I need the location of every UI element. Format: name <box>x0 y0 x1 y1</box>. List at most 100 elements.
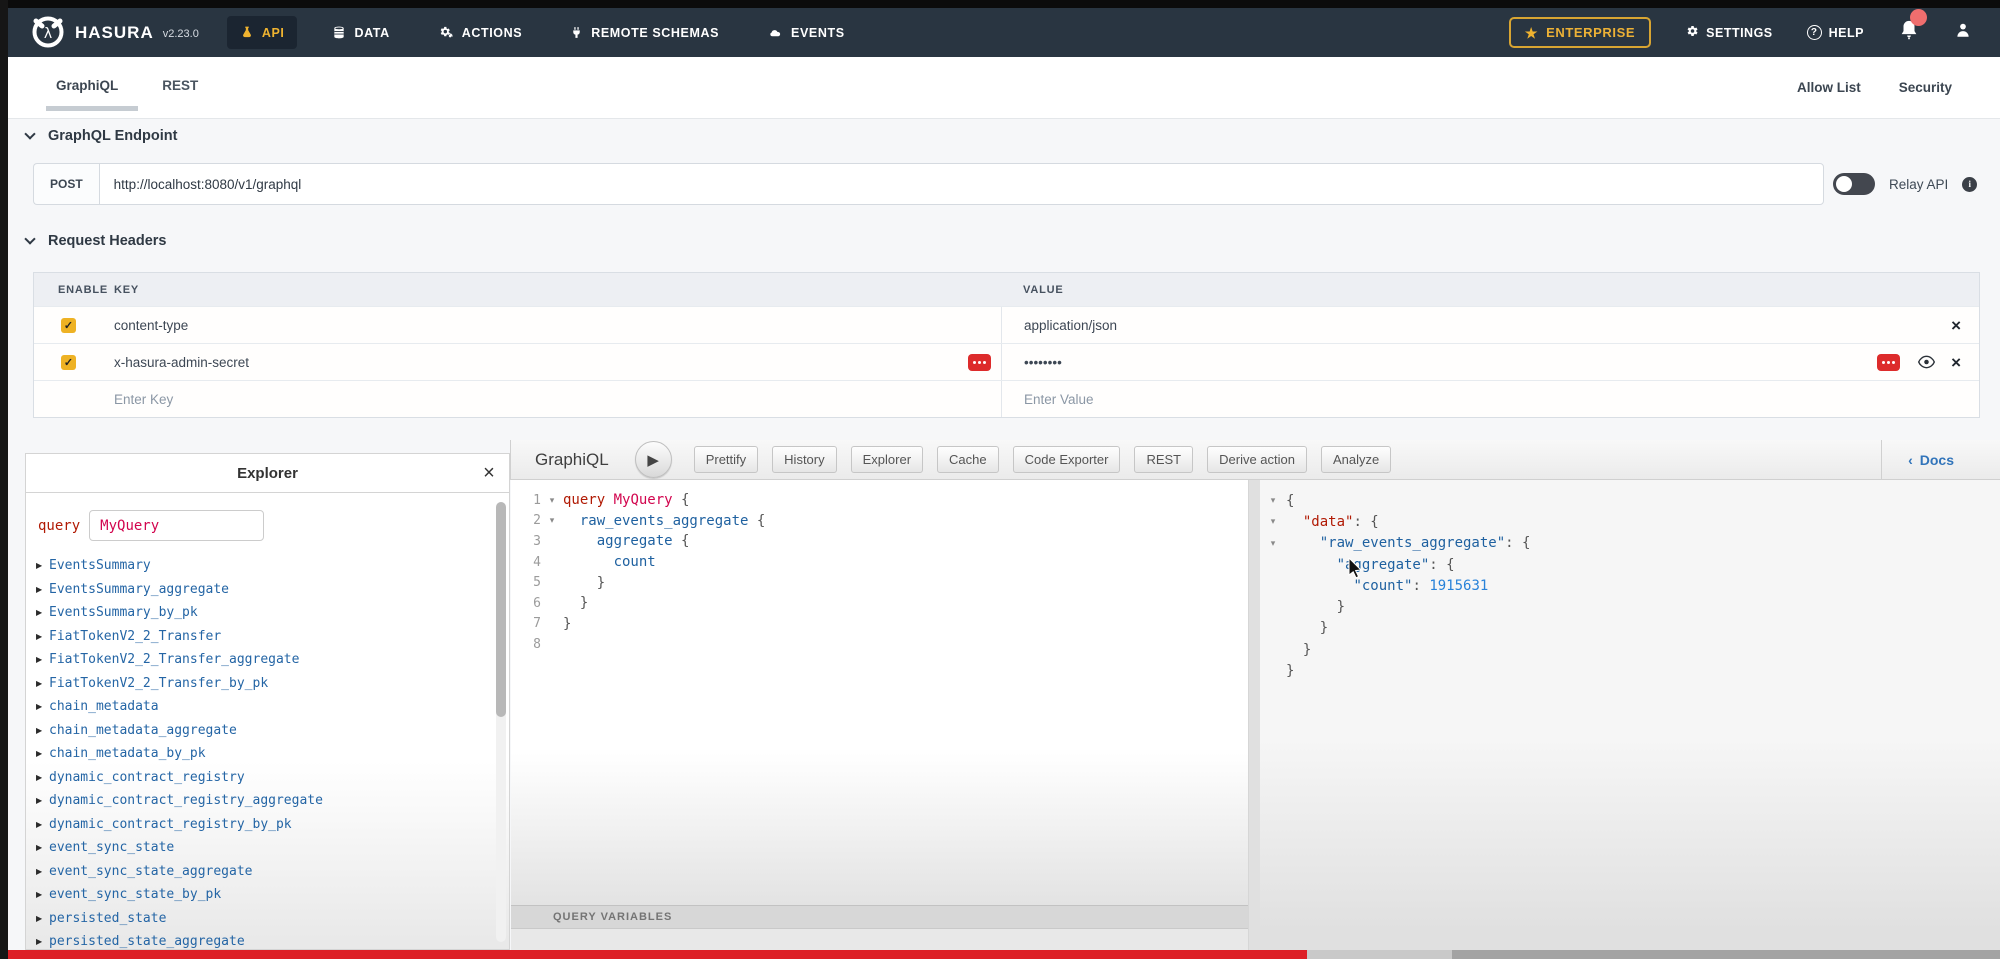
explorer-field[interactable]: ▶ dynamic_contract_registry_by_pk <box>26 813 509 837</box>
expand-arrow-icon[interactable]: ▶ <box>36 725 43 735</box>
cache-button[interactable]: Cache <box>937 446 999 473</box>
col-enable-header: ENABLE <box>58 283 109 296</box>
header-value-masked[interactable]: •••••••• <box>1024 354 1062 370</box>
query-editor[interactable]: 1 ▾ query MyQuery {2 ▾ raw_events_aggregate… <box>511 480 1248 950</box>
derive-action-button[interactable]: Derive action <box>1207 446 1307 473</box>
fold-arrow-icon[interactable]: ▾ <box>1270 495 1276 506</box>
tab-graphiql[interactable]: GraphiQL <box>46 58 138 117</box>
expand-arrow-icon[interactable]: ▶ <box>36 608 43 618</box>
nav-item-remote-schemas[interactable]: REMOTE SCHEMAS <box>557 16 732 49</box>
masked-icon[interactable] <box>968 353 991 371</box>
explorer-field[interactable]: ▶ FiatTokenV2_2_Transfer_by_pk <box>26 672 509 696</box>
hasura-brand[interactable]: λ HASURA v2.23.0 <box>30 15 199 51</box>
video-progress-bar[interactable] <box>8 950 2000 959</box>
code-text: } <box>1286 641 1312 658</box>
notifications-button[interactable] <box>1898 9 1927 47</box>
expand-arrow-icon[interactable]: ▶ <box>36 749 43 759</box>
remove-header-icon[interactable]: × <box>1951 315 1961 335</box>
tab-rest[interactable]: REST <box>158 58 202 117</box>
new-header-value-input[interactable] <box>1024 391 1915 407</box>
expand-arrow-icon[interactable]: ▶ <box>36 913 43 923</box>
nav-item-events[interactable]: EVENTS <box>754 17 858 49</box>
fold-arrow-icon[interactable]: ▾ <box>1270 516 1276 527</box>
explorer-field[interactable]: ▶ EventsSummary_by_pk <box>26 601 509 625</box>
close-icon[interactable]: × <box>483 461 495 484</box>
tab-allow-list[interactable]: Allow List <box>1796 80 1861 95</box>
explorer-button[interactable]: Explorer <box>850 446 924 473</box>
pane-divider[interactable] <box>1248 480 1260 950</box>
header-value[interactable]: application/json <box>1024 317 1118 333</box>
fold-arrow-icon[interactable]: ▾ <box>549 494 555 505</box>
headers-section-header[interactable]: Request Headers <box>24 233 166 249</box>
info-icon[interactable]: i <box>1962 176 1978 192</box>
query-name-input[interactable] <box>89 510 265 541</box>
tab-security[interactable]: Security <box>1898 80 1952 95</box>
expand-arrow-icon[interactable]: ▶ <box>36 561 43 571</box>
prettify-button[interactable]: Prettify <box>693 446 759 473</box>
expand-arrow-icon[interactable]: ▶ <box>36 843 43 853</box>
header-key[interactable]: x-hasura-admin-secret <box>114 354 250 370</box>
expand-arrow-icon[interactable]: ▶ <box>36 772 43 782</box>
relay-api-toggle[interactable] <box>1833 173 1875 195</box>
enable-checkbox[interactable]: ✓ <box>61 354 76 370</box>
expand-arrow-icon[interactable]: ▶ <box>36 890 43 900</box>
history-button[interactable]: History <box>772 446 837 473</box>
new-header-key-input[interactable] <box>114 391 948 407</box>
explorer-field[interactable]: ▶ EventsSummary_aggregate <box>26 578 509 602</box>
remove-header-icon[interactable]: × <box>1951 352 1961 372</box>
explorer-field[interactable]: ▶ chain_metadata_aggregate <box>26 719 509 743</box>
nav-item-actions[interactable]: ACTIONS <box>425 16 535 49</box>
settings-button[interactable]: SETTINGS <box>1685 24 1773 41</box>
explorer-field[interactable]: ▶ chain_metadata_by_pk <box>26 742 509 766</box>
fold-arrow-icon[interactable]: ▾ <box>1270 537 1276 548</box>
explorer-field[interactable]: ▶ FiatTokenV2_2_Transfer <box>26 625 509 649</box>
expand-arrow-icon[interactable]: ▶ <box>36 631 43 641</box>
explorer-field[interactable]: ▶ persisted_state <box>26 907 509 931</box>
execute-query-button[interactable]: ▶ <box>634 441 672 478</box>
notification-badge <box>1910 9 1927 26</box>
user-menu-button[interactable] <box>1954 20 1972 45</box>
endpoint-url-input[interactable] <box>98 163 1824 205</box>
expand-arrow-icon[interactable]: ▶ <box>36 819 43 829</box>
expand-arrow-icon[interactable]: ▶ <box>36 702 43 712</box>
code-line: } <box>1260 660 2000 681</box>
code-line: 2 ▾ raw_events_aggregate { <box>511 511 1248 532</box>
query-variables-bar[interactable]: QUERY VARIABLES <box>511 905 1248 929</box>
nav-item-api[interactable]: API <box>226 16 298 49</box>
explorer-field[interactable]: ▶ event_sync_state <box>26 836 509 860</box>
explorer-field[interactable]: ▶ event_sync_state_aggregate <box>26 860 509 884</box>
mouse-cursor <box>1348 556 1366 583</box>
expand-arrow-icon[interactable]: ▶ <box>36 866 43 876</box>
http-method-chip: POST <box>33 163 99 205</box>
scrollbar-thumb[interactable] <box>496 502 506 717</box>
code-exporter-button[interactable]: Code Exporter <box>1012 446 1121 473</box>
explorer-field[interactable]: ▶ EventsSummary <box>26 554 509 578</box>
query-variables-editor[interactable] <box>511 929 1248 950</box>
rest-button[interactable]: REST <box>1134 446 1194 473</box>
masked-icon[interactable] <box>1877 353 1901 371</box>
explorer-field[interactable]: ▶ event_sync_state_by_pk <box>26 883 509 907</box>
nav-item-data[interactable]: DATA <box>319 16 402 49</box>
expand-arrow-icon[interactable]: ▶ <box>36 796 43 806</box>
expand-arrow-icon[interactable]: ▶ <box>36 584 43 594</box>
explorer-field[interactable]: ▶ FiatTokenV2_2_Transfer_aggregate <box>26 648 509 672</box>
explorer-field[interactable]: ▶ chain_metadata <box>26 695 509 719</box>
code-text: } <box>563 615 572 632</box>
header-key[interactable]: content-type <box>114 317 189 333</box>
help-button[interactable]: ? HELP <box>1806 25 1864 40</box>
expand-arrow-icon[interactable]: ▶ <box>36 655 43 665</box>
enable-checkbox[interactable]: ✓ <box>61 317 76 333</box>
endpoint-section-header[interactable]: GraphQL Endpoint <box>24 128 177 144</box>
header-row-content-type: ✓ content-type application/json × <box>34 306 1979 343</box>
docs-button[interactable]: ‹ Docs <box>1881 440 1980 479</box>
fold-arrow-icon[interactable]: ▾ <box>549 515 555 526</box>
expand-arrow-icon[interactable]: ▶ <box>36 678 43 688</box>
enterprise-button[interactable]: ★ ENTERPRISE <box>1508 17 1652 48</box>
analyze-button[interactable]: Analyze <box>1321 446 1392 473</box>
explorer-field[interactable]: ▶ persisted_state_aggregate <box>26 930 509 954</box>
eye-icon[interactable] <box>1918 355 1936 369</box>
explorer-field[interactable]: ▶ dynamic_contract_registry_aggregate <box>26 789 509 813</box>
explorer-field[interactable]: ▶ dynamic_contract_registry <box>26 766 509 790</box>
expand-arrow-icon[interactable]: ▶ <box>36 937 43 947</box>
explorer-field-label: dynamic_contract_registry_by_pk <box>49 816 292 832</box>
